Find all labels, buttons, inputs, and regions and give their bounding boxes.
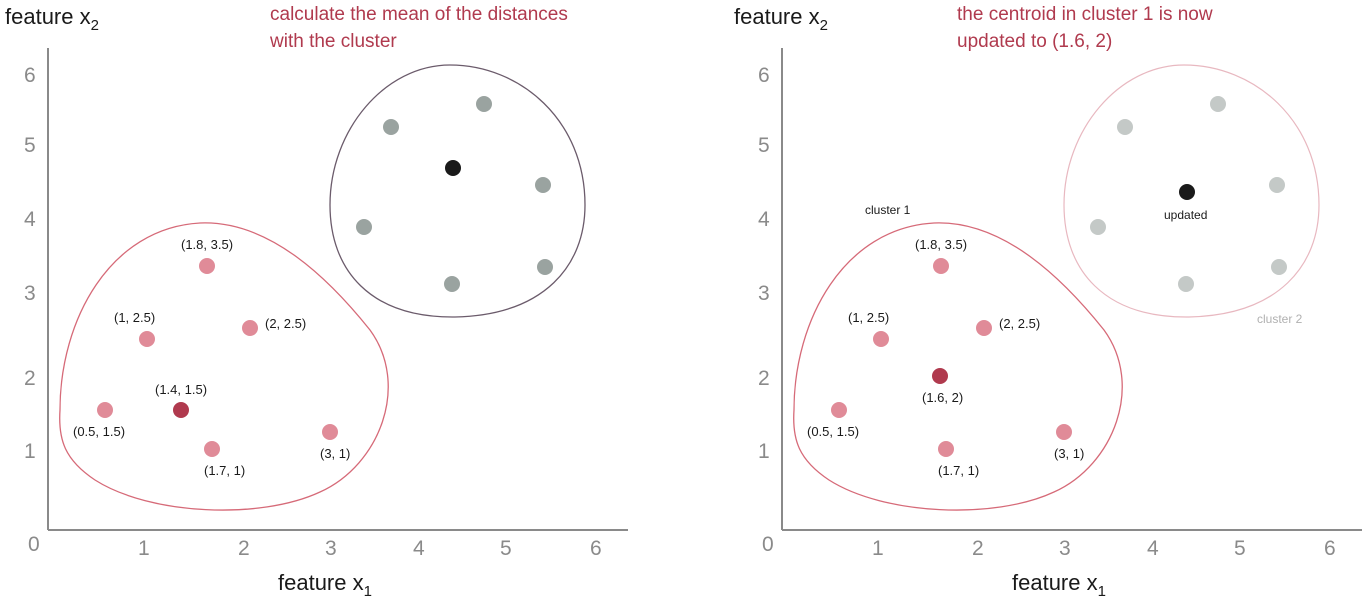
left-cluster2-point <box>356 219 372 235</box>
right-cluster2-point <box>1269 177 1285 193</box>
left-cluster2-point <box>444 276 460 292</box>
left-cluster1-point <box>97 402 113 418</box>
right-cluster2-point <box>1271 259 1287 275</box>
right-cluster1-point <box>831 402 847 418</box>
right-x-tick-4: 4 <box>1147 537 1159 560</box>
left-point-label: (3, 1) <box>320 446 350 461</box>
right-cluster1-point <box>873 331 889 347</box>
right-y-tick-1: 1 <box>758 440 770 463</box>
left-x-tick-6: 6 <box>590 537 602 560</box>
right-y-axis-title: feature x2 <box>734 4 828 34</box>
right-y-tick-5: 5 <box>758 134 770 157</box>
left-x-tick-5: 5 <box>500 537 512 560</box>
left-cluster1-point <box>199 258 215 274</box>
left-cluster1-point <box>204 441 220 457</box>
left-cluster1-point <box>242 320 258 336</box>
right-cluster2-point <box>1117 119 1133 135</box>
right-caption-line2: updated to (1.6, 2) <box>957 31 1112 52</box>
left-point-label: (2, 2.5) <box>265 316 306 331</box>
left-caption-line2: with the cluster <box>269 31 397 52</box>
right-y-tick-4: 4 <box>758 208 770 231</box>
left-y-axis-title: feature x2 <box>5 4 99 34</box>
left-y-tick-3: 3 <box>24 282 36 305</box>
left-panel: feature x2 feature x1 calculate the mean… <box>5 4 628 600</box>
left-point-label: (1.7, 1) <box>204 463 245 478</box>
right-point-label: (0.5, 1.5) <box>807 424 859 439</box>
left-point-label: (1.8, 3.5) <box>181 237 233 252</box>
right-x-tick-5: 5 <box>1234 537 1246 560</box>
right-point-label: (1, 2.5) <box>848 310 889 325</box>
right-point-label: (1.7, 1) <box>938 463 979 478</box>
left-point-label: (1, 2.5) <box>114 310 155 325</box>
right-cluster2-point <box>1090 219 1106 235</box>
right-y-tick-3: 3 <box>758 282 770 305</box>
right-y-tick-2: 2 <box>758 367 770 390</box>
right-cluster2-outline <box>1063 64 1320 318</box>
right-centroid1-label: (1.6, 2) <box>922 390 963 405</box>
right-cluster1-point <box>1056 424 1072 440</box>
left-centroid1-label: (1.4, 1.5) <box>155 382 207 397</box>
right-x-axis-title: feature x1 <box>1012 570 1106 600</box>
right-cluster1-point <box>938 441 954 457</box>
left-cluster2-outline <box>329 64 586 318</box>
right-centroid1 <box>932 368 948 384</box>
left-x-axis-title: feature x1 <box>278 570 372 600</box>
right-cluster1-label: cluster 1 <box>865 203 911 217</box>
left-cluster1-point <box>139 331 155 347</box>
left-y-tick-1: 1 <box>24 440 36 463</box>
left-caption-line1: calculate the mean of the distances <box>270 4 568 25</box>
left-x-tick-4: 4 <box>413 537 425 560</box>
left-point-label: (0.5, 1.5) <box>73 424 125 439</box>
left-x-tick-1: 1 <box>138 537 150 560</box>
right-x-tick-3: 3 <box>1059 537 1071 560</box>
left-centroid2 <box>445 160 461 176</box>
left-x-tick-0: 0 <box>28 533 40 556</box>
left-cluster1-point <box>322 424 338 440</box>
right-panel: feature x2 feature x1 the centroid in cl… <box>734 4 1362 600</box>
right-point-label: (2, 2.5) <box>999 316 1040 331</box>
right-x-tick-6: 6 <box>1324 537 1336 560</box>
left-cluster2-point <box>537 259 553 275</box>
right-point-label: (1.8, 3.5) <box>915 237 967 252</box>
left-cluster2-point <box>383 119 399 135</box>
right-cluster2-label: cluster 2 <box>1257 312 1303 326</box>
right-y-tick-6: 6 <box>758 64 770 87</box>
left-y-tick-6: 6 <box>24 64 36 87</box>
right-x-tick-2: 2 <box>972 537 984 560</box>
left-y-tick-2: 2 <box>24 367 36 390</box>
left-y-tick-4: 4 <box>24 208 36 231</box>
right-caption-line1: the centroid in cluster 1 is now <box>957 4 1213 25</box>
right-cluster2-point <box>1178 276 1194 292</box>
left-cluster1-outline <box>59 222 389 511</box>
left-x-tick-2: 2 <box>238 537 250 560</box>
right-centroid2 <box>1179 184 1195 200</box>
right-cluster2-point <box>1210 96 1226 112</box>
right-cluster1-outline <box>793 222 1123 511</box>
right-updated-label: updated <box>1164 208 1207 222</box>
left-cluster2-point <box>535 177 551 193</box>
right-cluster1-point <box>933 258 949 274</box>
left-cluster2-point <box>476 96 492 112</box>
right-point-label: (3, 1) <box>1054 446 1084 461</box>
right-cluster1-point <box>976 320 992 336</box>
left-x-tick-3: 3 <box>325 537 337 560</box>
right-x-tick-1: 1 <box>872 537 884 560</box>
left-y-tick-5: 5 <box>24 134 36 157</box>
right-x-tick-0: 0 <box>762 533 774 556</box>
left-centroid1 <box>173 402 189 418</box>
